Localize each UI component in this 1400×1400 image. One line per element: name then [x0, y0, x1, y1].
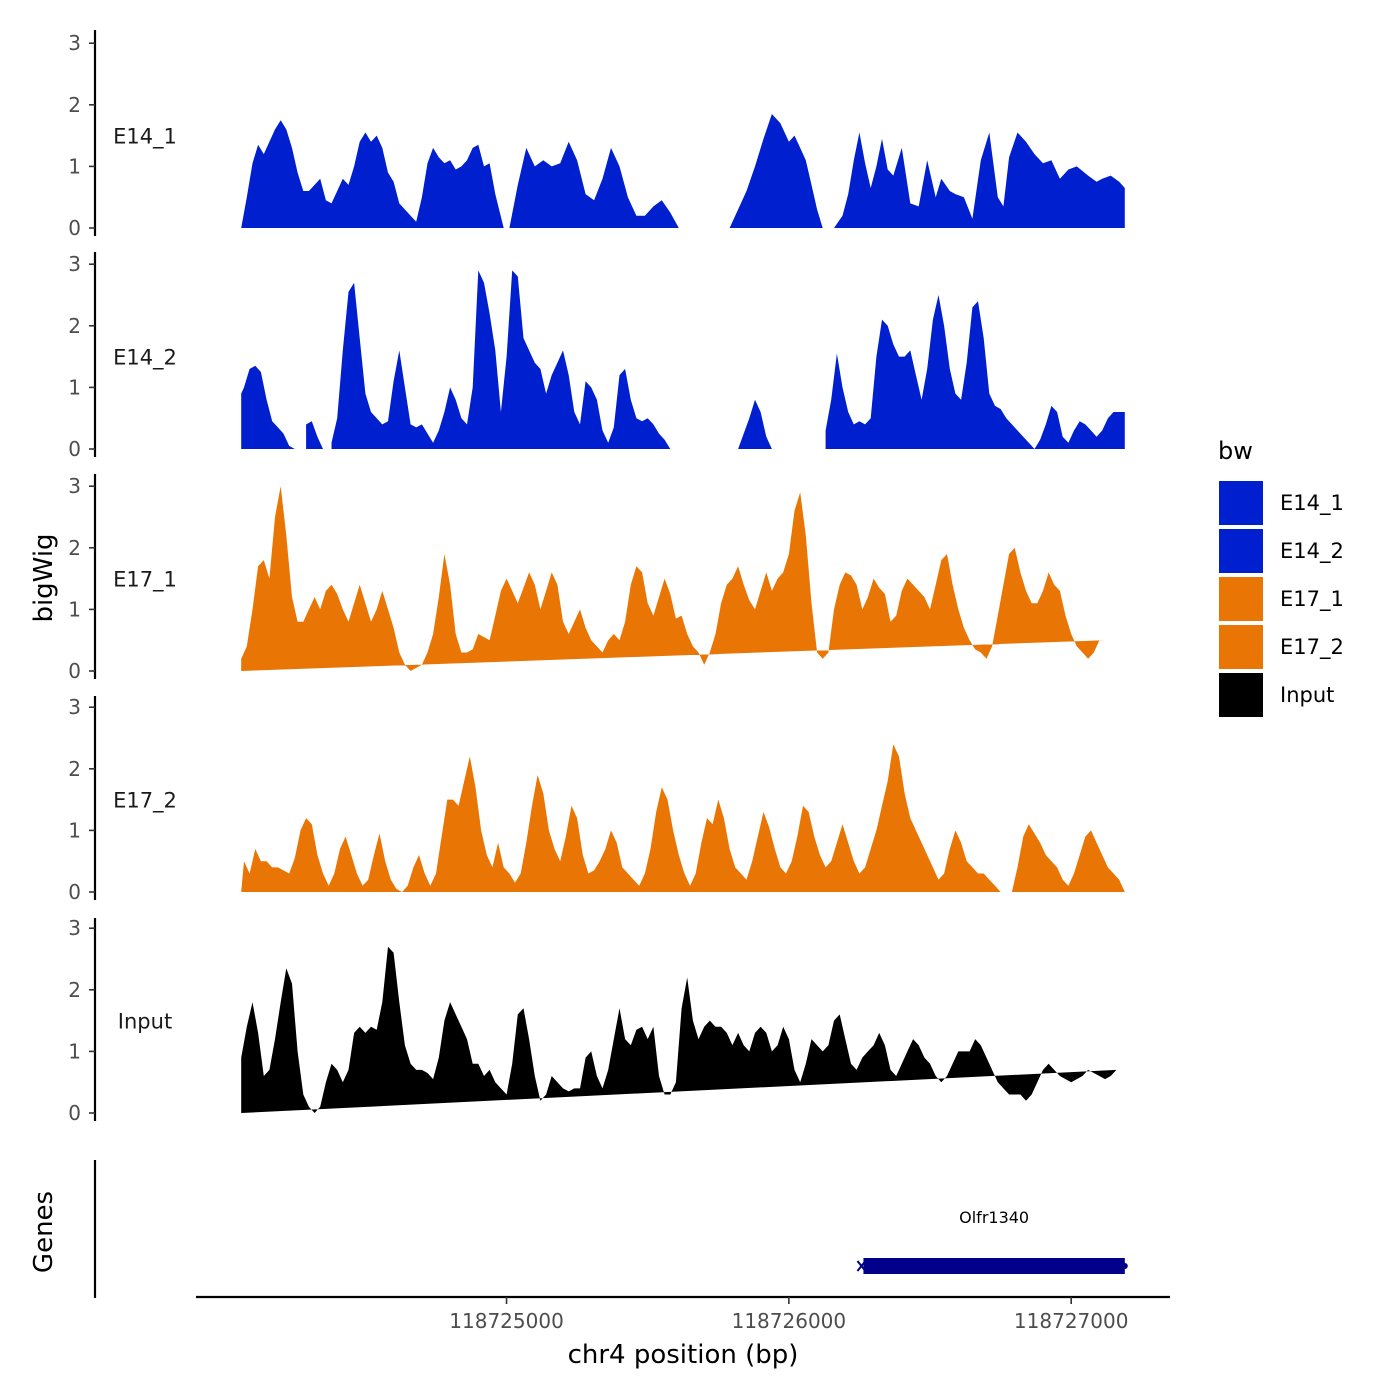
track-label: E14_1: [113, 125, 177, 150]
y-tick-label: 2: [68, 757, 81, 781]
y-tick-label: 2: [68, 93, 81, 117]
coverage-area-E14_2: [738, 399, 778, 449]
coverage-area-E14_1: [509, 141, 722, 228]
coverage-area-E14_1: [729, 114, 829, 228]
y-tick-label: 1: [68, 597, 81, 621]
tracks-layer: 0 1 2 3 E14_1 0 1 2 3 E14_2 0 1 2 3 E17_1 0 1 2 3 E17_2 0 1 2 3…: [68, 30, 1125, 1125]
coverage-area-E14_1: [834, 132, 1125, 228]
y-tick-label: 3: [68, 916, 81, 940]
coverage-area-E14_2: [241, 365, 301, 449]
coverage-area-E17_1: [241, 486, 1106, 671]
track-Input: 0 1 2 3 Input: [68, 916, 1117, 1125]
x-axis: 118725000 118726000 118727000: [196, 1295, 1170, 1333]
legend-swatch: [1217, 671, 1265, 719]
coverage-area-E14_2: [306, 421, 323, 449]
y-axis-title: bigWig: [29, 533, 59, 622]
y-tick-label: 1: [68, 375, 81, 399]
legend-label: E17_2: [1280, 635, 1344, 660]
legend-swatch: [1217, 527, 1265, 575]
y-tick-label: 0: [68, 1101, 81, 1125]
coverage-area-Input: [241, 946, 1117, 1113]
y-tick-label: 3: [68, 474, 81, 498]
legend-label: E14_2: [1280, 539, 1344, 564]
track-E17_1: 0 1 2 3 E17_1: [68, 474, 1106, 683]
legend-label: E17_1: [1280, 587, 1344, 612]
y-tick-label: 1: [68, 154, 81, 178]
y-tick-label: 3: [68, 252, 81, 276]
legend-title: bw: [1218, 437, 1253, 465]
legend-swatch: [1217, 479, 1265, 527]
y-tick-label: 0: [68, 659, 81, 683]
track-E14_2: 0 1 2 3 E14_2: [68, 252, 1125, 461]
y-tick-label: 0: [68, 216, 81, 240]
track-label: E17_2: [113, 789, 177, 814]
track-label: E17_1: [113, 568, 177, 593]
legend-label: E14_1: [1280, 491, 1344, 516]
y-tick-label: 2: [68, 536, 81, 560]
y-tick-label: 0: [68, 880, 81, 904]
x-tick-label: 118725000: [449, 1309, 564, 1333]
coverage-area-E14_2: [825, 295, 1125, 449]
track-label: Input: [118, 1010, 172, 1034]
y-tick-label: 1: [68, 818, 81, 842]
x-tick-label: 118726000: [732, 1309, 847, 1333]
coverage-area-E14_1: [241, 120, 504, 228]
track-E17_2: 0 1 2 3 E17_2: [68, 695, 1125, 904]
y-tick-label: 1: [68, 1039, 81, 1063]
coverage-area-E14_2: [331, 270, 727, 449]
x-axis-title: chr4 position (bp): [568, 1340, 799, 1370]
legend-swatch: [1217, 623, 1265, 671]
legend: bw E14_1 E14_2 E17_1 E17_2 Input: [1217, 437, 1344, 719]
legend-label: Input: [1280, 683, 1334, 707]
track-label: E14_2: [113, 346, 177, 371]
track-E14_1: 0 1 2 3 E14_1: [68, 30, 1125, 240]
legend-swatch: [1217, 575, 1265, 623]
genes-axis-title: Genes: [29, 1191, 59, 1273]
genes-panel: Olfr1340: [93, 1160, 1128, 1298]
y-tick-label: 0: [68, 437, 81, 461]
gene-strand-mark: [856, 1260, 867, 1272]
y-tick-label: 2: [68, 314, 81, 338]
y-tick-label: 2: [68, 978, 81, 1002]
y-tick-label: 3: [68, 31, 81, 55]
gene-end-mark: [1121, 1263, 1128, 1269]
gene-label: Olfr1340: [959, 1208, 1029, 1227]
gene-body: [863, 1258, 1125, 1274]
coverage-area-E17_2: [241, 744, 1125, 892]
x-tick-label: 118727000: [1014, 1309, 1129, 1333]
y-tick-label: 3: [68, 695, 81, 719]
